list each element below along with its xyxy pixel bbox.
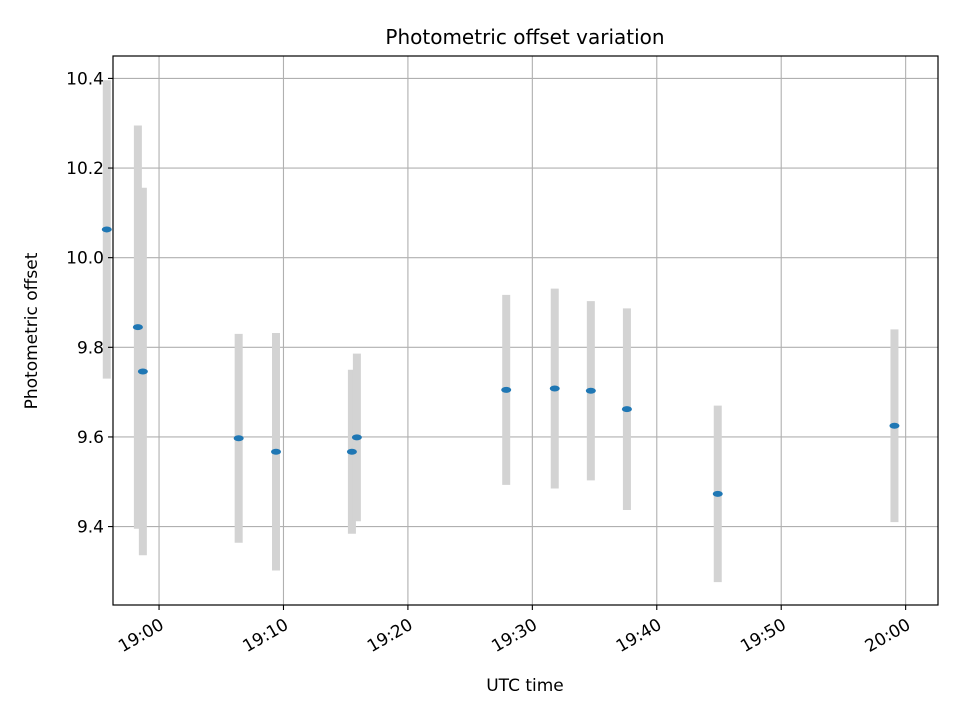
- chart-title: Photometric offset variation: [385, 25, 664, 49]
- x-tick-label: 19:30: [488, 615, 540, 657]
- x-tick-label: 19:40: [613, 615, 665, 657]
- x-tick-label: 19:10: [240, 615, 292, 657]
- data-point: [137, 368, 148, 375]
- y-axis-ticks: 9.4 9.6 9.8 10.0 10.2 10.4: [66, 69, 113, 538]
- y-tick-label: 9.6: [77, 428, 104, 448]
- y-tick-label: 10.0: [66, 249, 104, 269]
- x-axis-title: UTC time: [486, 676, 564, 696]
- data-point: [501, 386, 512, 393]
- data-point: [233, 435, 244, 442]
- data-point: [889, 422, 900, 429]
- x-tick-label: 19:00: [115, 615, 167, 657]
- y-tick-label: 9.8: [77, 338, 104, 358]
- data-point: [271, 448, 282, 455]
- x-axis-ticks: 19:00 19:10 19:20 19:30 19:40 19:50 20:00: [115, 605, 914, 657]
- data-point: [549, 385, 560, 392]
- data-point: [132, 324, 143, 331]
- y-tick-label: 9.4: [77, 518, 104, 538]
- x-tick-label: 20:00: [862, 615, 914, 657]
- y-axis-title: Photometric offset: [22, 252, 42, 409]
- data-point: [351, 434, 362, 441]
- error-bars: [102, 80, 899, 583]
- data-point: [621, 406, 632, 413]
- plot-frame: [112, 55, 939, 606]
- x-tick-label: 19:20: [364, 615, 416, 657]
- data-point: [585, 387, 596, 394]
- x-tick-label: 19:50: [737, 615, 789, 657]
- data-point: [712, 490, 723, 497]
- y-tick-label: 10.2: [66, 159, 104, 179]
- y-tick-label: 10.4: [66, 69, 104, 89]
- data-point: [346, 448, 357, 455]
- grid-lines: [113, 56, 938, 605]
- data-points: [101, 226, 900, 497]
- data-point: [101, 226, 112, 233]
